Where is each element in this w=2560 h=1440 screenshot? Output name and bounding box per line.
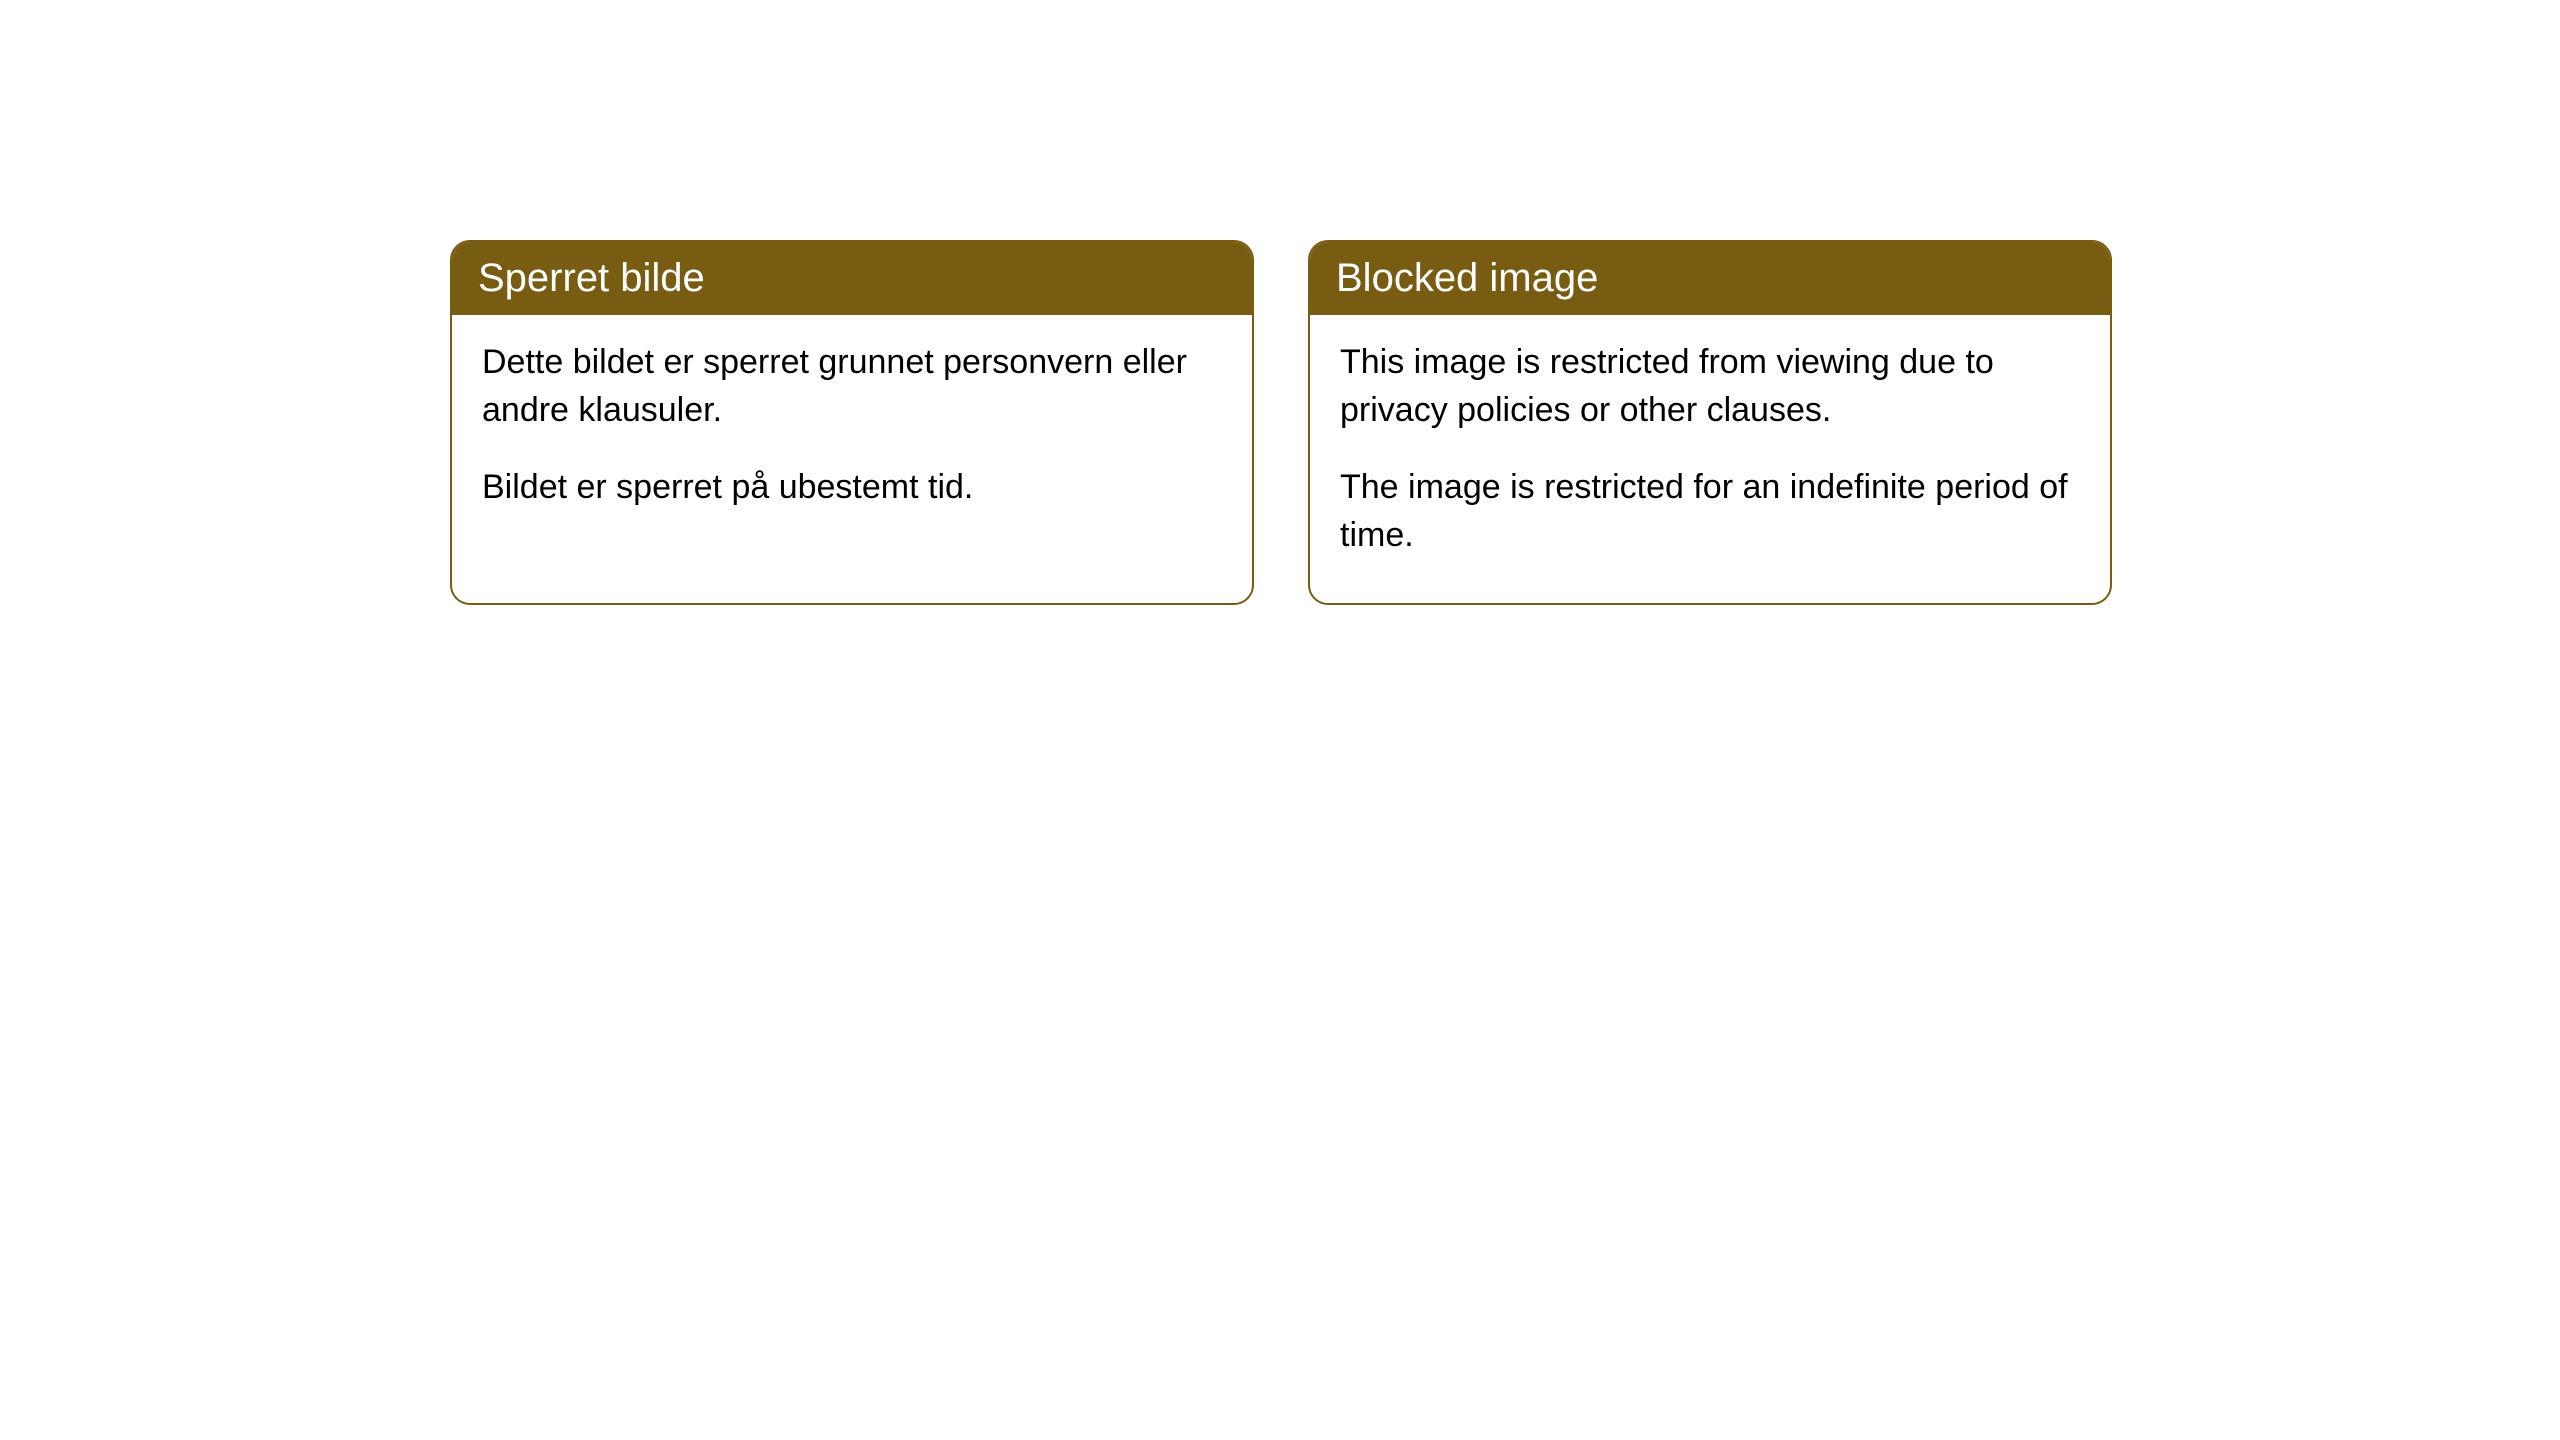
card-paragraph: Dette bildet er sperret grunnet personve… <box>482 339 1222 434</box>
card-body-norwegian: Dette bildet er sperret grunnet personve… <box>452 315 1252 556</box>
card-header-norwegian: Sperret bilde <box>452 242 1252 315</box>
card-header-english: Blocked image <box>1310 242 2110 315</box>
card-paragraph: Bildet er sperret på ubestemt tid. <box>482 464 1222 512</box>
card-paragraph: The image is restricted for an indefinit… <box>1340 464 2080 559</box>
cards-container: Sperret bilde Dette bildet er sperret gr… <box>0 0 2560 605</box>
card-norwegian: Sperret bilde Dette bildet er sperret gr… <box>450 240 1254 605</box>
card-english: Blocked image This image is restricted f… <box>1308 240 2112 605</box>
card-paragraph: This image is restricted from viewing du… <box>1340 339 2080 434</box>
card-body-english: This image is restricted from viewing du… <box>1310 315 2110 603</box>
